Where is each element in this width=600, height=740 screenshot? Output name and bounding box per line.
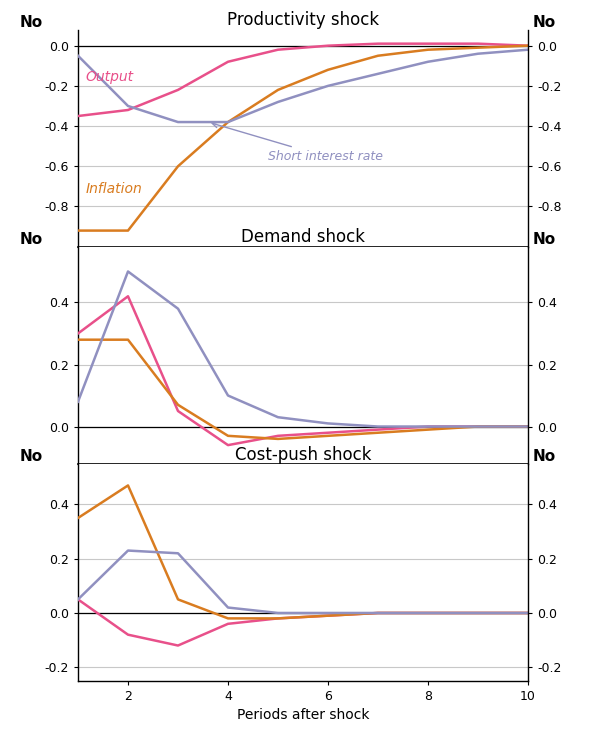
Title: Cost-push shock: Cost-push shock	[235, 445, 371, 463]
Text: Output: Output	[86, 70, 134, 84]
Text: No: No	[533, 232, 556, 246]
Text: No: No	[19, 232, 43, 246]
Text: No: No	[19, 448, 43, 464]
Text: No: No	[533, 15, 556, 30]
Text: Inflation: Inflation	[86, 182, 142, 196]
Title: Demand shock: Demand shock	[241, 229, 365, 246]
Text: Short interest rate: Short interest rate	[212, 122, 383, 164]
Title: Productivity shock: Productivity shock	[227, 11, 379, 30]
Text: No: No	[533, 448, 556, 464]
X-axis label: Periods after shock: Periods after shock	[237, 708, 369, 722]
Text: No: No	[19, 15, 43, 30]
